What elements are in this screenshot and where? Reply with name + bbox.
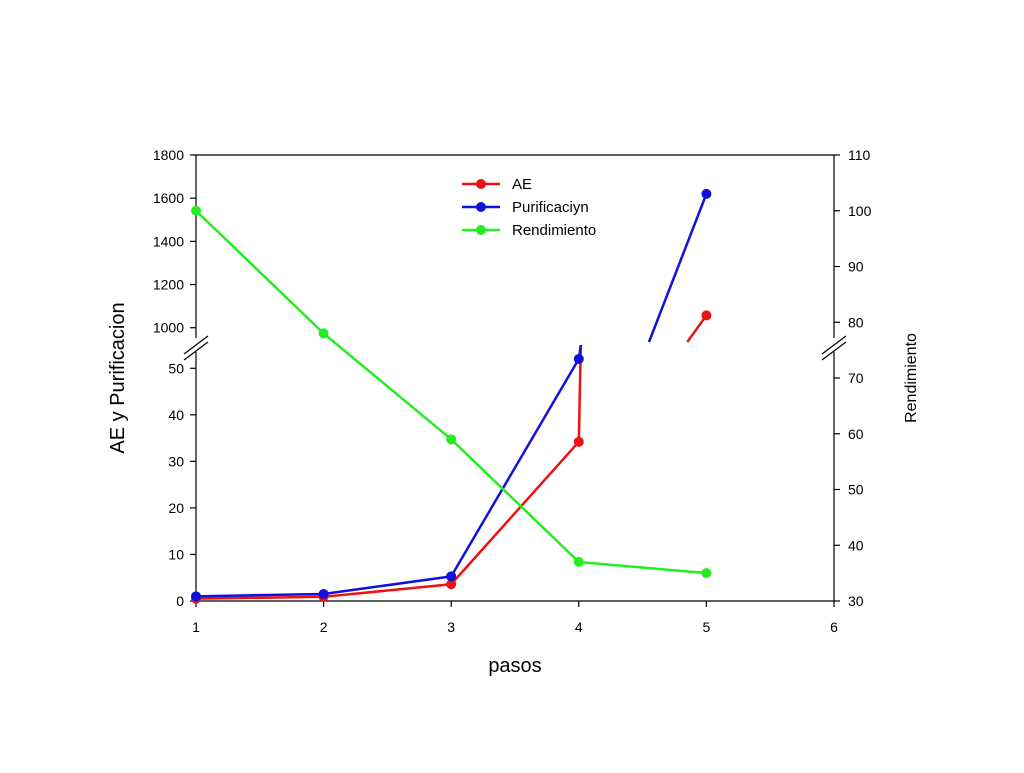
y-tick-label: 1600 [153, 190, 184, 206]
y-axis-title: AE y Purificacion [107, 302, 129, 453]
legend-marker-ae [476, 179, 486, 189]
series-layer [191, 188, 712, 604]
y2-axis-break-mark [821, 341, 847, 361]
y-tick-label: 1000 [153, 320, 184, 336]
series-line-ae [450, 440, 580, 586]
data-point-rendimiento [573, 556, 584, 567]
data-point-purificaciyn [191, 591, 201, 602]
x-tick-label: 5 [703, 619, 711, 635]
y-tick-label: 1800 [153, 147, 184, 163]
y-tick-label: 40 [168, 407, 184, 423]
y2-tick-label: 110 [848, 147, 871, 163]
x-tick-label: 4 [575, 619, 583, 635]
x-tick-label: 3 [447, 619, 455, 635]
series-line-purificaciyn [323, 575, 452, 596]
y-tick-label: 50 [168, 360, 184, 376]
series-line-ae [686, 314, 708, 343]
y2-tick-label: 30 [848, 593, 864, 609]
x-tick-label: 6 [830, 619, 838, 635]
y-tick-label: 20 [168, 500, 184, 516]
data-point-rendimiento [446, 434, 457, 445]
y2-tick-label: 70 [848, 370, 864, 386]
y2-axis-title: Rendimiento [903, 333, 920, 423]
series-line-rendimiento [578, 560, 707, 575]
legend-label-ae: AE [512, 176, 532, 193]
y-tick-label: 1400 [153, 233, 184, 249]
legend: AE Purificaciyn Rendimiento [462, 176, 596, 239]
series-line-rendimiento [195, 209, 325, 335]
y2-tick-label: 90 [848, 259, 864, 275]
y2-tick-label: 50 [848, 482, 864, 498]
series-line-ae [195, 595, 324, 600]
series-line-purificaciyn [647, 193, 708, 343]
data-point-purificaciyn [318, 589, 329, 600]
data-point-rendimiento [318, 328, 329, 339]
x-tick-label: 2 [320, 619, 328, 635]
legend-label-purificaciyn: Purificaciyn [512, 199, 589, 216]
y2-tick-label: 60 [848, 426, 864, 442]
y2-tick-label: 80 [848, 314, 864, 330]
legend-item-purificaciyn: Purificaciyn [462, 199, 589, 216]
legend-item-ae: AE [462, 176, 532, 193]
series-rendimiento [191, 205, 712, 579]
axes-layer: 1 2 3 4 5 60102030405010001200140016001800304… [153, 147, 872, 635]
y-axis-break-mark [183, 335, 209, 355]
legend-marker-rendimiento [476, 225, 486, 235]
data-point-ae [573, 436, 584, 447]
y-axis-break-mark [183, 341, 209, 361]
x-tick-label: 1 [192, 619, 200, 635]
y-tick-label: 0 [176, 593, 184, 609]
data-point-rendimiento [701, 568, 712, 579]
data-point-ae [701, 310, 712, 321]
series-ae [191, 310, 712, 604]
legend-marker-purificaciyn [476, 202, 486, 212]
y-tick-label: 1200 [153, 277, 184, 293]
y-tick-label: 10 [168, 546, 184, 562]
data-point-purificaciyn [446, 571, 457, 582]
y2-tick-label: 100 [848, 203, 872, 219]
series-purificaciyn [191, 188, 712, 602]
y-tick-label: 30 [168, 453, 184, 469]
y2-tick-label: 40 [848, 537, 864, 553]
x-axis-title: pasos [488, 655, 541, 677]
series-line-purificaciyn [450, 358, 580, 577]
data-point-purificaciyn [701, 188, 712, 199]
legend-label-rendimiento: Rendimiento [512, 222, 596, 239]
series-line-purificaciyn [195, 592, 324, 598]
data-point-rendimiento [191, 205, 201, 216]
y2-axis-break-mark [821, 335, 847, 355]
legend-item-rendimiento: Rendimiento [462, 222, 596, 239]
series-line-rendimiento [322, 332, 452, 441]
series-line-ae [323, 582, 452, 599]
data-point-purificaciyn [573, 353, 584, 364]
data-point-ae [446, 579, 457, 590]
series-line-rendimiento [450, 438, 580, 563]
